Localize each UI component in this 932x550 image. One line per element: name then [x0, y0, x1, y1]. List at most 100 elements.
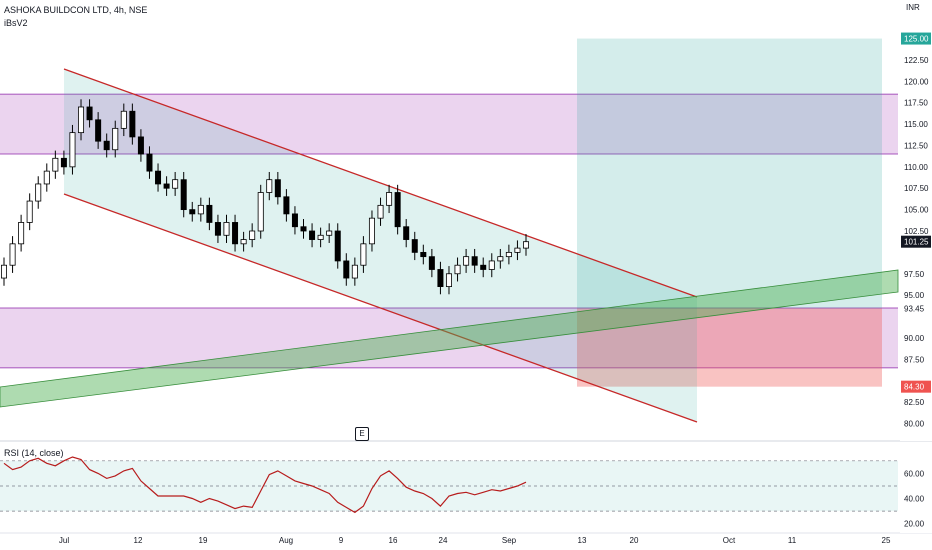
candle-body: [43, 170, 50, 185]
price-tick-label: 122.50: [904, 56, 929, 65]
upper-zone: [0, 94, 898, 155]
price-tick-label: 107.50: [904, 184, 929, 193]
candle-body: [257, 192, 264, 232]
candle-body: [386, 192, 393, 206]
rsi-tick-label: 60.00: [904, 469, 925, 478]
time-tick-label: Oct: [723, 536, 736, 545]
price-tick-label: 80.00: [904, 419, 925, 428]
price-tick-label: 87.50: [904, 355, 925, 364]
candle-body: [326, 230, 333, 236]
candle-body: [420, 251, 427, 258]
price-tick-label: 117.50: [904, 99, 928, 108]
earnings-marker[interactable]: E: [355, 427, 369, 441]
price-tick-label: 102.50: [904, 227, 929, 236]
time-tick-label: 25: [882, 536, 891, 545]
time-tick-label: 9: [339, 536, 344, 545]
candle-body: [146, 153, 153, 172]
candle-body: [69, 132, 76, 168]
candle-body: [189, 209, 196, 215]
candle-body: [394, 192, 401, 228]
candle-body: [514, 247, 521, 253]
candle-body: [351, 264, 358, 279]
candle-body: [60, 157, 67, 168]
target-zone: [577, 38, 882, 309]
candle-body: [172, 179, 179, 189]
candle-body: [377, 204, 384, 219]
candle-body: [480, 264, 487, 270]
time-tick-label: 24: [439, 536, 448, 545]
entry-price-label: 93.45: [904, 304, 925, 313]
time-tick-label: Aug: [279, 536, 293, 545]
currency-label: INR: [906, 3, 920, 12]
candle-body: [103, 140, 110, 151]
price-tick-label: 90.00: [904, 334, 925, 343]
candle-body: [411, 239, 418, 253]
time-tick-label: 12: [134, 536, 143, 545]
time-tick-label: 11: [788, 536, 797, 545]
candle-body: [232, 222, 239, 245]
candle-body: [120, 110, 127, 129]
candle-body: [360, 243, 367, 266]
candle-body: [343, 260, 350, 279]
candle-body: [9, 243, 16, 266]
channel-lower-line: [63, 193, 698, 423]
price-tick-label: 110.00: [904, 163, 928, 172]
rsi-label: RSI (14, close): [4, 448, 64, 458]
candle-body: [240, 239, 247, 245]
candle-body: [437, 269, 444, 287]
candle-body: [445, 273, 452, 287]
candle-body: [266, 179, 273, 193]
price-tick-label: 115.00: [904, 120, 928, 129]
candle-body: [86, 106, 93, 121]
time-tick-label: 16: [389, 536, 398, 545]
price-tick-label: 105.00: [904, 206, 929, 215]
price-tick-label: 82.50: [904, 398, 925, 407]
lower-zone: [0, 307, 898, 368]
candle-body: [52, 157, 59, 172]
candle-body: [428, 256, 435, 270]
candle-body: [283, 196, 290, 215]
candle-body: [497, 256, 504, 262]
candle-body: [454, 264, 461, 275]
rsi-axis-bg: [900, 442, 932, 533]
candle-body: [334, 230, 341, 262]
candle-body: [163, 183, 170, 189]
candle-body: [300, 226, 307, 232]
time-tick-label: 20: [630, 536, 639, 545]
symbol-title: ASHOKA BUILDCON LTD, 4h, NSE: [4, 5, 148, 15]
candle-body: [155, 170, 162, 185]
time-tick-label: Jul: [59, 536, 69, 545]
price-tick-label: 112.50: [904, 141, 928, 150]
target-price-badge-bg: [901, 32, 931, 45]
price-tick-label: 120.00: [904, 77, 929, 86]
candle-body: [18, 222, 25, 245]
candle-body: [214, 222, 221, 236]
candle-body: [78, 106, 85, 134]
candle-body: [26, 200, 33, 223]
stop-price-badge: 84.30: [904, 383, 925, 392]
last-price-badge-bg: [901, 235, 931, 248]
rsi-tick-label: 40.00: [904, 495, 925, 504]
candle-body: [488, 260, 495, 270]
candle-body: [317, 234, 324, 240]
candle-body: [35, 183, 42, 202]
candle-body: [274, 179, 281, 198]
candle-body: [368, 217, 375, 245]
candle-body: [403, 226, 410, 240]
rsi-band-fill: [0, 460, 898, 512]
candle-body: [95, 119, 102, 142]
price-tick-label: 97.50: [904, 270, 925, 279]
candle-body: [309, 230, 316, 240]
trend-band: [0, 269, 899, 408]
rsi-tick-label: 20.00: [904, 520, 925, 529]
candle-body: [129, 110, 136, 138]
candle-body: [206, 204, 213, 223]
target-price-badge: 125.00: [904, 35, 929, 44]
rsi-line: [3, 456, 527, 514]
stop-zone: [577, 308, 882, 387]
time-tick-label: 13: [578, 536, 587, 545]
channel-upper-line: [63, 68, 698, 298]
candle-body: [0, 264, 7, 279]
candle-body: [463, 256, 470, 266]
